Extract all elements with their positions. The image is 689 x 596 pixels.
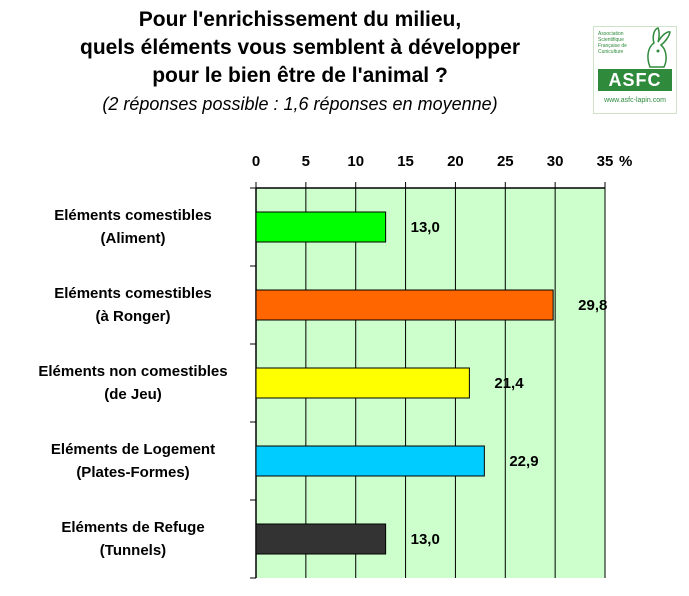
x-tick-label: 20 [447, 153, 464, 170]
chart-title-line-2: quels éléments vous semblent à développe… [80, 36, 520, 59]
x-tick-label: 25 [497, 153, 514, 170]
category-label: Eléments de Logement [51, 441, 215, 458]
category-label: (de Jeu) [104, 386, 162, 403]
category-label: Eléments comestibles [54, 207, 212, 224]
bar-value-label: 21,4 [494, 375, 524, 392]
chart-title-line-3: pour le bien être de l'animal ? [152, 64, 448, 87]
chart-subtitle: (2 réponses possible : 1,6 réponses en m… [102, 94, 498, 114]
x-tick-label: 10 [347, 153, 364, 170]
bar-value-label: 22,9 [509, 453, 538, 470]
bar-value-label: 13,0 [411, 219, 440, 236]
logo-name: ASFC [598, 69, 672, 91]
chart-title-line-1: Pour l'enrichissement du milieu, [138, 8, 462, 31]
bar [255, 211, 387, 243]
category-label: Eléments comestibles [54, 285, 212, 302]
x-tick-label: 35 [597, 153, 614, 170]
x-tick-label: 0 [252, 153, 260, 170]
logo-association-text: Association Scientifique Française de Cu… [598, 31, 627, 55]
x-tick-label: 30 [547, 153, 564, 170]
category-label: Eléments non comestibles [38, 363, 227, 380]
x-tick-label: 15 [397, 153, 414, 170]
category-label: (Plates-Formes) [76, 464, 189, 481]
x-tick-label: 5 [302, 153, 310, 170]
logo-url: www.asfc-lapin.com [604, 97, 666, 104]
bar-value-label: 13,0 [411, 531, 440, 548]
bar [255, 523, 387, 555]
chart-title-block: Pour l'enrichissement du milieu, quels é… [20, 6, 580, 116]
bar-value-label: 29,8 [578, 297, 607, 314]
bar [255, 289, 554, 321]
category-label: Eléments de Refuge [61, 519, 204, 536]
bar [255, 445, 485, 477]
category-label: (Tunnels) [100, 542, 166, 559]
bar [255, 367, 470, 399]
rabbit-icon [647, 27, 671, 68]
x-unit-label: % [619, 153, 632, 170]
category-label: (à Ronger) [96, 308, 171, 325]
asfc-logo: Association Scientifique Française de Cu… [593, 26, 677, 114]
category-label: (Aliment) [101, 230, 166, 247]
